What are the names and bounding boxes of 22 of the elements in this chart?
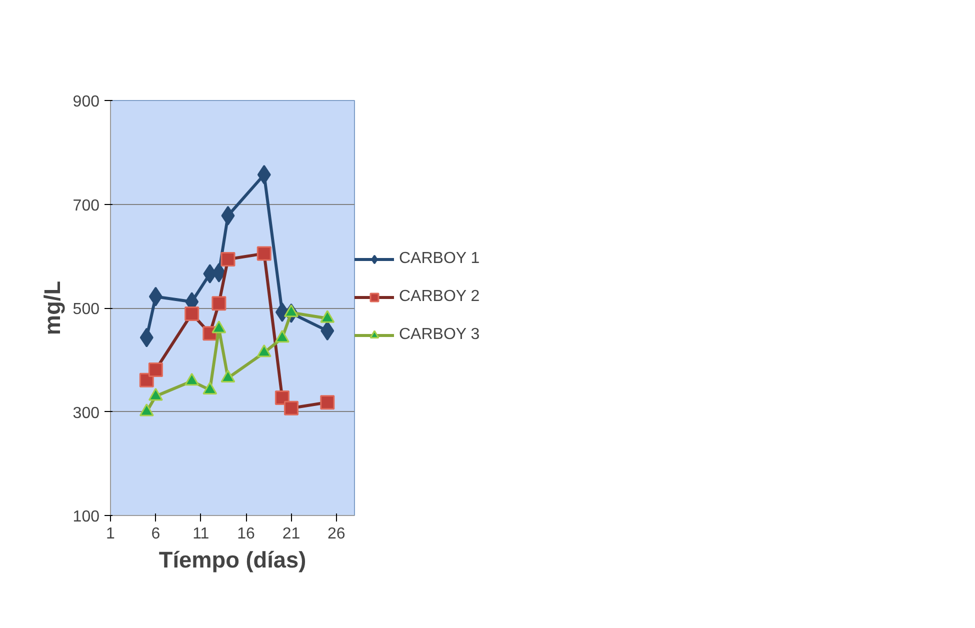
y-tick-label: 100	[72, 508, 100, 526]
point	[212, 262, 226, 282]
point	[140, 328, 154, 348]
x-tick-label: 1	[106, 526, 116, 542]
point	[320, 321, 334, 341]
y-tick-label: 900	[72, 94, 100, 110]
legend-label: CARBOY 1	[399, 250, 480, 268]
x-tick-label: 6	[151, 526, 160, 542]
y-tick-label: 500	[72, 301, 100, 318]
x-axis-title: Tíempo (días)	[158, 546, 306, 572]
x-tick-label: 21	[282, 526, 300, 542]
x-tick-label: 26	[328, 526, 346, 542]
y-tick-label: 300	[72, 404, 100, 422]
x-tick-label: 16	[237, 526, 256, 542]
y-axis-title: mg/L	[38, 280, 65, 336]
point	[257, 164, 271, 184]
legend-label: CARBOY 2	[399, 288, 480, 306]
point	[148, 286, 162, 306]
y-tick-label: 700	[72, 197, 100, 214]
x-tick-label: 11	[192, 526, 210, 542]
legend-label: CARBOY 3	[399, 326, 480, 344]
point	[221, 206, 235, 226]
